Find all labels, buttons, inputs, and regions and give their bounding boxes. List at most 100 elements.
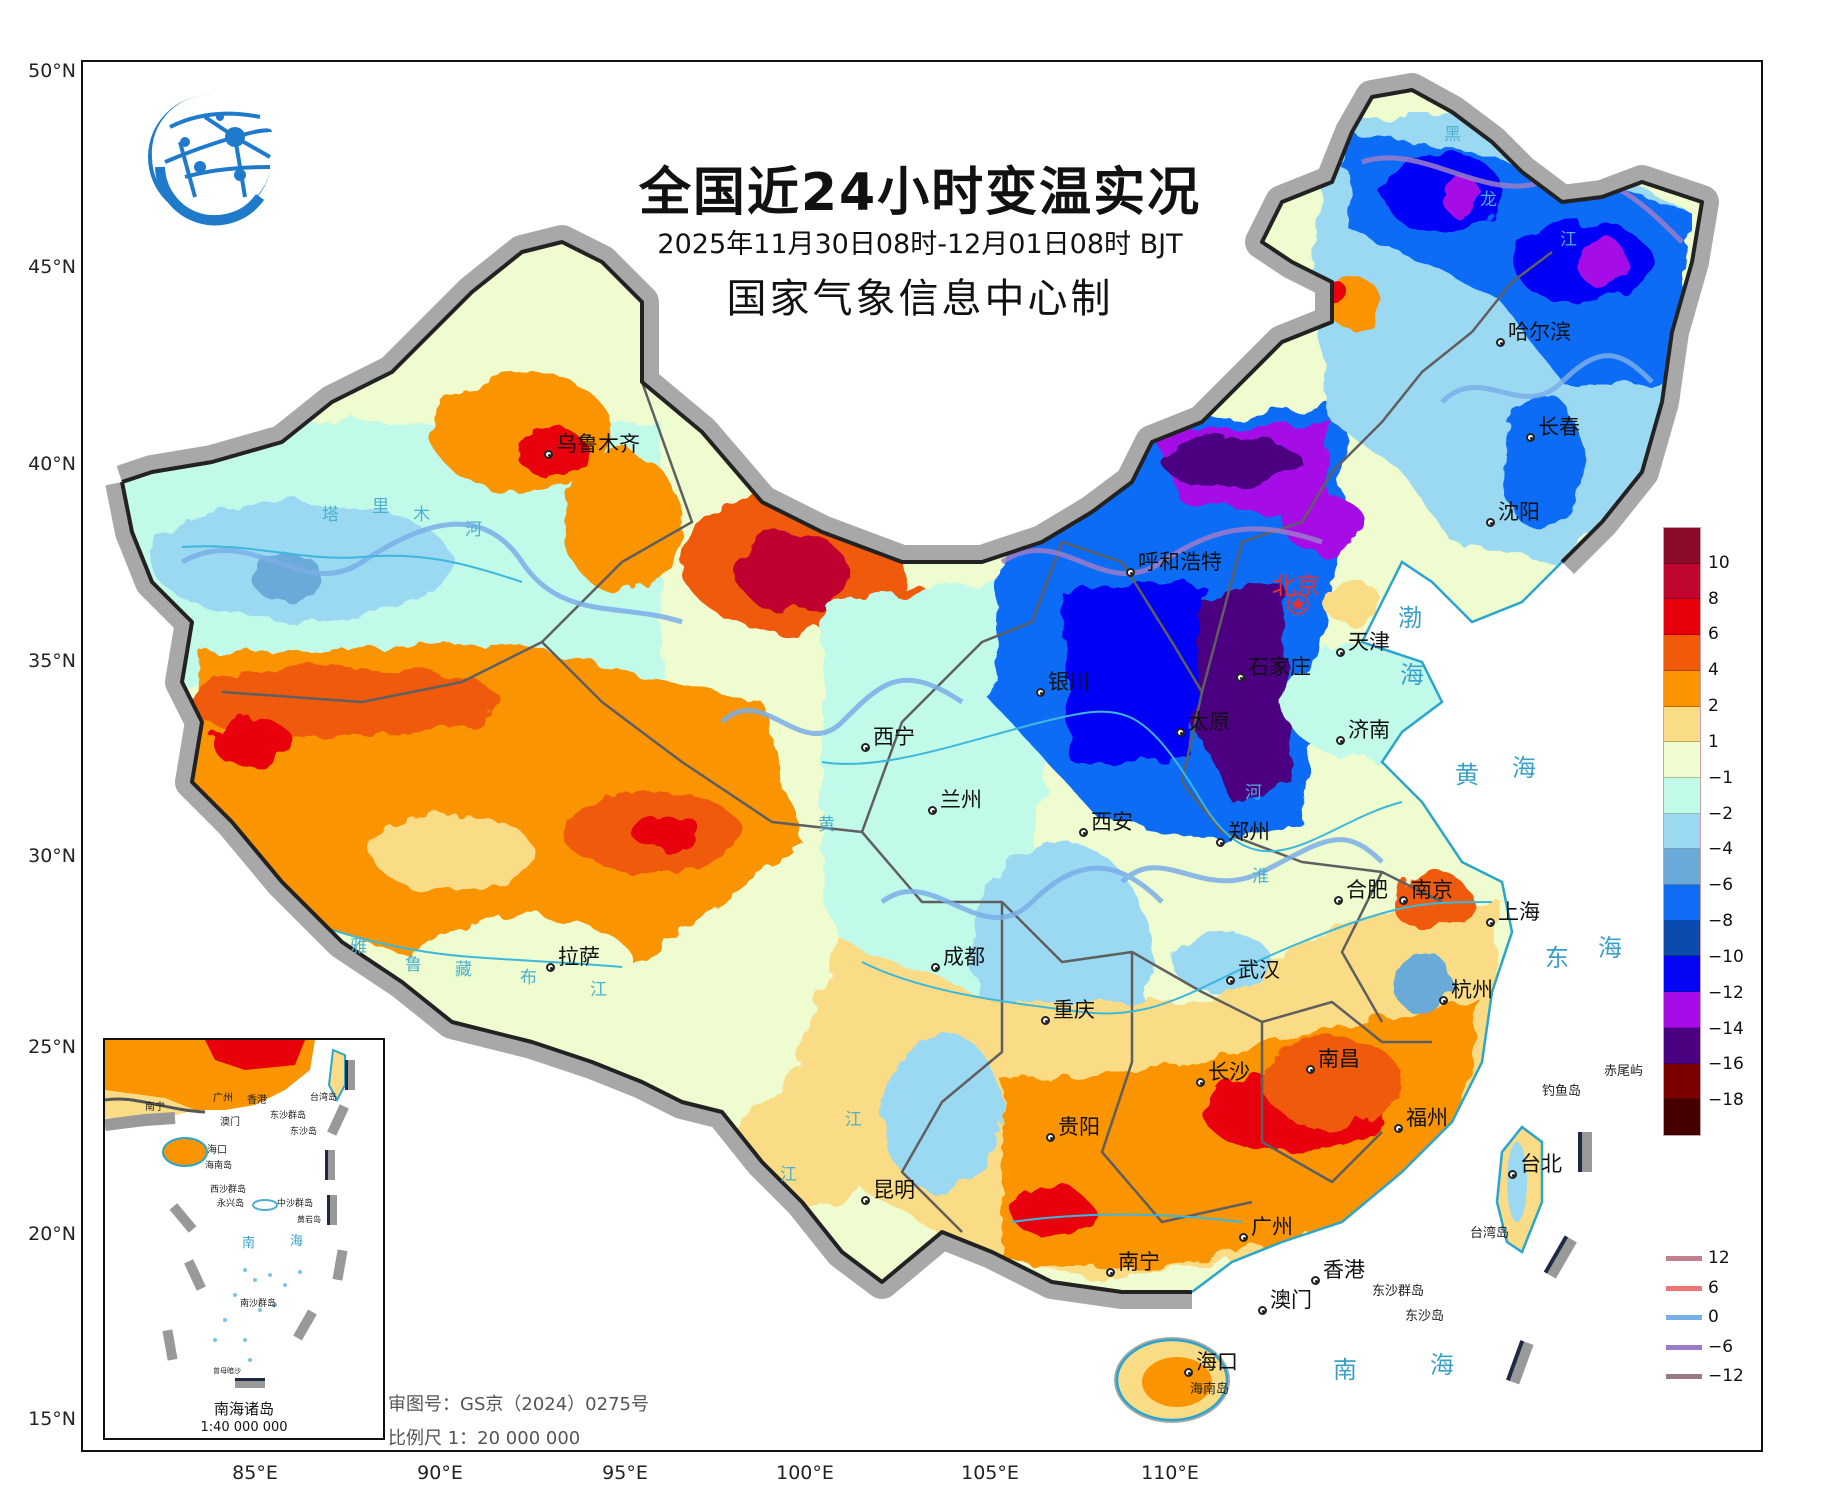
city-marker-icon	[861, 1196, 870, 1205]
river-label: 江	[845, 1110, 862, 1130]
city-label: 合肥	[1346, 878, 1388, 902]
lon-label-90e: 90°E	[417, 1462, 463, 1484]
lat-label-50n: 50°N	[28, 60, 76, 82]
city-label: 沈阳	[1498, 500, 1540, 524]
contour-line-swatch	[1666, 1344, 1702, 1350]
map-subtitle-time-range: 2025年11月30日08时-12月01日08时 BJT	[657, 229, 1183, 260]
city-marker-icon	[1336, 736, 1345, 745]
river-label: 鲁	[405, 955, 422, 975]
city-marker-icon	[1041, 1016, 1050, 1025]
city-label: 长沙	[1208, 1060, 1250, 1084]
city-marker-icon	[1486, 518, 1495, 527]
sea-label: 海	[1512, 754, 1536, 782]
city-marker-icon	[544, 450, 553, 459]
contour-line-label: −6	[1708, 1336, 1734, 1357]
island-label: 东沙岛	[1405, 1309, 1445, 1324]
colorbar-swatch	[1664, 849, 1700, 886]
city-label: 福州	[1406, 1106, 1448, 1130]
city-label: 郑州	[1228, 820, 1270, 844]
inset-label-xisha-islands: 西沙群岛	[210, 1185, 247, 1195]
map-frame[interactable]: 南宁 广州 香港 澳门 台湾岛 东沙群岛 东沙岛 海口 海南岛 西沙群岛 永兴岛…	[81, 60, 1763, 1452]
city-marker-icon	[1236, 673, 1245, 682]
colorbar-tick-label: 4	[1708, 660, 1719, 681]
city-label: 济南	[1348, 718, 1390, 742]
city-marker-icon	[1306, 1065, 1315, 1074]
colorbar-swatch	[1664, 1063, 1700, 1100]
city-label: 上海	[1498, 900, 1540, 924]
inset-label-zhongsha-islands: 中沙群岛	[277, 1199, 314, 1209]
inset-label-dongsha-islands: 东沙群岛	[270, 1111, 307, 1121]
lat-label-20n: 20°N	[28, 1223, 76, 1245]
inset-label-taiwan-island: 台湾岛	[310, 1093, 338, 1103]
colorbar-tick-label: 10	[1708, 552, 1730, 573]
city-label: 重庆	[1053, 998, 1095, 1022]
island-label: 赤尾屿	[1604, 1064, 1644, 1079]
river-label: 藏	[455, 960, 472, 980]
inset-title: 南海诸岛	[213, 1400, 274, 1418]
colorbar-swatch	[1664, 528, 1700, 564]
city-label: 杭州	[1451, 978, 1493, 1002]
lat-label-15n: 15°N	[28, 1408, 76, 1430]
sea-label: 海	[1430, 1351, 1454, 1379]
city-marker-icon	[1226, 976, 1235, 985]
inset-label-hongkong: 香港	[247, 1095, 267, 1106]
colorbar-swatch	[1664, 920, 1700, 957]
city-label: 贵阳	[1058, 1115, 1100, 1139]
city-label: 长春	[1538, 415, 1580, 439]
city-marker-icon	[1036, 688, 1045, 697]
colorbar-tick-label: −18	[1708, 1090, 1744, 1111]
sea-label: 黄	[1455, 761, 1479, 789]
colorbar-swatch	[1664, 956, 1700, 993]
sea-label: 东	[1545, 944, 1569, 972]
colorbar-tick-label: −6	[1708, 875, 1734, 896]
city-marker-icon	[1046, 1133, 1055, 1142]
city-marker-icon	[928, 806, 937, 815]
contour-line-swatch	[1666, 1374, 1702, 1379]
city-marker-icon	[1496, 338, 1505, 347]
south-china-sea-inset: 南宁 广州 香港 澳门 台湾岛 东沙群岛 东沙岛 海口 海南岛 西沙群岛 永兴岛…	[103, 1038, 385, 1440]
contour-line-swatch	[1666, 1315, 1702, 1320]
contour-line-label: 6	[1708, 1277, 1719, 1298]
city-label: 银川	[1048, 670, 1090, 694]
city-marker-icon	[1079, 828, 1088, 837]
river-label: 河	[465, 520, 482, 540]
colorbar-tick-label: 6	[1708, 624, 1719, 645]
island-label: 东沙群岛	[1372, 1284, 1425, 1299]
approval-number: 审图号：GS京（2024）0275号	[388, 1394, 649, 1415]
city-label: 天津	[1348, 630, 1390, 654]
city-marker-icon	[1526, 433, 1535, 442]
inset-scale: 1:40 000 000	[200, 1420, 288, 1435]
temperature-change-map	[105, 73, 1719, 1423]
city-marker-icon	[1508, 1170, 1517, 1179]
lon-label-100e: 100°E	[776, 1462, 834, 1484]
colorbar-tick-label: 2	[1708, 696, 1719, 717]
colorbar-tick-label: −12	[1708, 982, 1744, 1003]
city-marker-icon	[931, 963, 940, 972]
inset-label-yongxing-island: 永兴岛	[217, 1199, 245, 1209]
colorbar-swatch	[1664, 1027, 1700, 1064]
lat-label-40n: 40°N	[28, 453, 76, 475]
colorbar-tick-label: −4	[1708, 839, 1734, 860]
city-label: 太原	[1188, 710, 1230, 734]
inset-label-dongsha-island: 东沙岛	[290, 1127, 318, 1137]
colorbar-tick-label: −8	[1708, 911, 1734, 932]
lat-label-30n: 30°N	[28, 845, 76, 867]
map-scale: 比例尺 1：20 000 000	[388, 1428, 581, 1449]
city-label: 广州	[1251, 1215, 1293, 1239]
lat-label-25n: 25°N	[28, 1036, 76, 1058]
city-marker-icon	[1126, 568, 1135, 577]
city-label: 石家庄	[1248, 655, 1311, 679]
city-label: 海口	[1196, 1350, 1238, 1374]
colorbar-tick-label: −16	[1708, 1054, 1744, 1075]
sea-label: 海	[1598, 934, 1622, 962]
colorbar-swatch	[1664, 563, 1700, 600]
city-marker-icon	[1486, 918, 1495, 927]
city-label: 兰州	[940, 788, 982, 812]
colorbar-swatch	[1664, 1099, 1700, 1135]
city-marker-icon	[1216, 838, 1225, 847]
river-label: 龙	[1480, 190, 1497, 210]
city-marker-icon	[1176, 728, 1185, 737]
river-label: 雅	[350, 937, 367, 957]
colorbar-swatch	[1664, 599, 1700, 636]
river-label: 淮	[1252, 867, 1269, 887]
